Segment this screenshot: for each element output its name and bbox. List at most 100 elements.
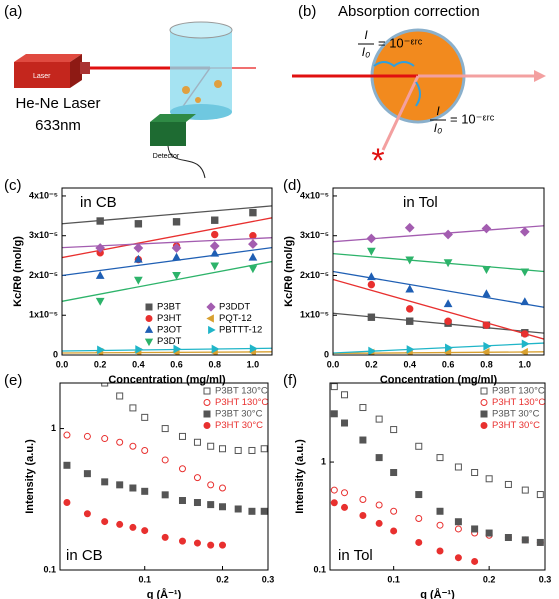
- plot-area: [63, 367, 268, 549]
- fit-line: [333, 270, 544, 308]
- marker: [101, 518, 109, 526]
- marker: [171, 243, 182, 253]
- y-tick-label: 1: [51, 423, 56, 433]
- marker: [471, 469, 479, 477]
- particle: [195, 97, 201, 103]
- legend-label: P3HT: [157, 313, 181, 324]
- marker: [454, 554, 462, 562]
- legend-label: P3BT: [157, 302, 181, 313]
- marker: [359, 511, 367, 519]
- y-tick-label: 0: [324, 349, 329, 359]
- marker: [101, 478, 109, 486]
- marker: [485, 475, 493, 483]
- legend-marker: [480, 422, 488, 429]
- fit-line: [62, 246, 272, 277]
- legend-label: P3BT 30°C: [215, 409, 263, 420]
- laser-top: [14, 54, 82, 62]
- legend-marker: [144, 338, 154, 347]
- marker: [172, 252, 181, 261]
- y-tick-label: 3x10⁻⁵: [300, 230, 329, 240]
- marker: [406, 305, 414, 313]
- marker: [178, 497, 186, 505]
- cuvette-top: [169, 21, 233, 39]
- legend-label: P3HT 30°C: [215, 420, 263, 431]
- marker: [193, 438, 201, 446]
- marker: [330, 383, 338, 391]
- marker: [375, 454, 383, 462]
- marker: [211, 216, 219, 224]
- marker: [359, 404, 367, 412]
- marker: [129, 523, 137, 531]
- legend-label: P3HT 130°C: [492, 397, 545, 408]
- marker: [210, 248, 220, 257]
- marker: [482, 266, 491, 274]
- marker: [207, 501, 215, 509]
- x-axis-label: q (Å⁻¹): [147, 588, 182, 599]
- legend-marker: [203, 422, 211, 429]
- marker: [521, 330, 529, 338]
- detector-top: [150, 114, 196, 122]
- marker: [84, 367, 90, 373]
- marker: [367, 313, 376, 321]
- panel-label: (a): [4, 3, 22, 20]
- marker: [211, 344, 220, 354]
- laser-label: Laser: [33, 73, 51, 80]
- marker: [436, 507, 444, 515]
- marker: [482, 321, 491, 329]
- marker: [260, 507, 268, 515]
- marker: [483, 341, 492, 351]
- marker: [95, 297, 105, 306]
- marker: [141, 527, 149, 535]
- marker: [375, 501, 383, 509]
- marker: [63, 499, 71, 507]
- detector-label: Detector: [153, 153, 180, 160]
- marker: [454, 525, 462, 533]
- marker: [444, 317, 452, 325]
- laser-setup: [14, 21, 256, 179]
- plot-frame: [59, 382, 269, 571]
- y-axis-label: Kc/Rθ (mol/g): [12, 236, 24, 307]
- marker: [207, 541, 215, 549]
- laser-body: [14, 62, 70, 88]
- laser-side: [70, 54, 82, 88]
- x-tick-label: 0.4: [403, 359, 416, 369]
- marker: [415, 442, 423, 450]
- x-axis-label: Concentration (mg/ml): [380, 374, 498, 386]
- marker: [193, 499, 201, 507]
- x-tick-label: 0.2: [216, 574, 229, 584]
- plot-frame: [61, 187, 273, 356]
- marker: [193, 539, 201, 547]
- absorption-diagram: [292, 28, 546, 151]
- x-tick-label: 0.1: [138, 574, 151, 584]
- marker: [481, 223, 492, 234]
- legend-marker: [206, 302, 216, 312]
- plot-area: [333, 222, 544, 355]
- marker: [96, 217, 104, 225]
- marker: [366, 272, 376, 281]
- marker: [63, 431, 71, 439]
- marker: [248, 265, 258, 274]
- scatter-mark: *: [371, 142, 384, 180]
- brace: [415, 81, 421, 107]
- plot-area: [330, 383, 544, 565]
- marker: [454, 518, 462, 526]
- marker: [504, 480, 512, 488]
- marker: [366, 233, 377, 244]
- marker: [97, 345, 106, 355]
- marker: [207, 481, 215, 489]
- y-tick-label: 4x10⁻⁵: [300, 190, 329, 200]
- marker: [116, 392, 124, 400]
- marker: [141, 446, 149, 454]
- x-axis-label: q (Å⁻¹): [420, 588, 455, 599]
- marker: [173, 344, 182, 354]
- legend-label: P3DDT: [219, 302, 250, 313]
- marker: [519, 347, 528, 355]
- legend-marker: [145, 315, 153, 322]
- marker: [129, 442, 137, 450]
- marker: [406, 345, 415, 354]
- marker: [172, 218, 181, 226]
- legend-marker: [208, 325, 216, 335]
- marker: [504, 534, 512, 542]
- x-tick-label: 0.6: [442, 359, 455, 369]
